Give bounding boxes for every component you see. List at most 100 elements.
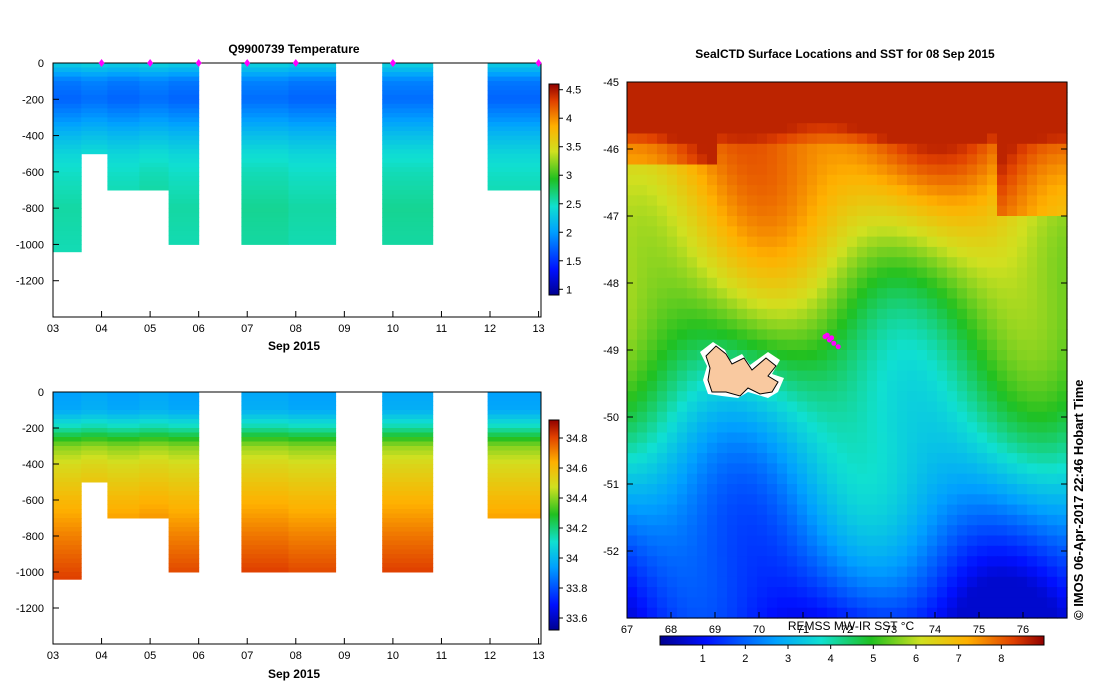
section-cell (107, 158, 140, 164)
sst-cell (657, 360, 668, 372)
sst-cell (1047, 123, 1058, 135)
sst-cell (687, 82, 698, 93)
sst-cell (817, 82, 828, 93)
section-cell (139, 500, 169, 505)
sst-cell (967, 216, 978, 227)
section-cell (487, 410, 542, 415)
sst-cell (747, 288, 758, 300)
section-cell (139, 149, 169, 155)
sst-cell (697, 494, 708, 506)
colorbar-tick-label: 1 (566, 284, 572, 296)
section-cell (487, 477, 542, 483)
sst-cell (1007, 432, 1018, 444)
sst-cell (877, 525, 888, 537)
sst-colorbar-tick-label: 8 (998, 653, 1004, 665)
sst-cell (827, 401, 838, 413)
sst-cell (647, 494, 658, 506)
sst-cell (857, 545, 868, 557)
sst-cell (1017, 308, 1028, 320)
sst-cell (867, 350, 878, 361)
sst-cell (947, 607, 958, 619)
sst-cell (767, 308, 778, 320)
sst-cell (867, 257, 878, 269)
sst-cell (1057, 432, 1068, 444)
sst-cell (787, 360, 798, 372)
sst-cell (877, 587, 888, 598)
sst-cell (917, 288, 928, 300)
sst-cell (917, 545, 928, 557)
sst-cell (977, 164, 988, 176)
sst-cell (777, 143, 788, 155)
sst-cell (677, 453, 688, 464)
sst-cell (667, 288, 678, 300)
sst-cell (767, 195, 778, 207)
sst-cell (897, 82, 908, 93)
section-cell (53, 244, 82, 250)
sst-cell (727, 484, 738, 495)
sst-cell (797, 556, 808, 568)
sst-cell (917, 484, 928, 495)
sst-cell (757, 319, 768, 330)
sst-cell (817, 514, 828, 526)
section-cell (139, 63, 169, 68)
sst-cell (1007, 246, 1018, 258)
section-cell (53, 531, 82, 537)
sst-cell (927, 484, 938, 495)
sst-cell (857, 607, 868, 619)
sst-cell (657, 205, 668, 217)
sst-cell (697, 185, 708, 196)
sst-cell (867, 339, 878, 351)
sst-cell (847, 339, 858, 351)
sst-cell (817, 566, 828, 578)
section-cell (288, 522, 337, 528)
sst-cell (707, 607, 718, 619)
sst-cell (967, 174, 978, 186)
sst-cell (1017, 298, 1028, 310)
sst-cell (627, 174, 638, 186)
sst-cell (957, 494, 968, 506)
sst-cell (697, 92, 708, 104)
sst-cell (807, 133, 818, 145)
sst-cell (647, 205, 658, 217)
sst-cell (857, 226, 868, 238)
sst-cell (687, 226, 698, 238)
sst-cell (777, 185, 788, 196)
sst-cell (697, 504, 708, 516)
sst-cell (937, 288, 948, 300)
sst-cell (857, 350, 868, 361)
sst-cell (967, 226, 978, 238)
sst-cell (637, 370, 648, 382)
section-cell (382, 85, 434, 91)
section-cell (139, 464, 169, 469)
latitude-tick-label: -50 (603, 412, 619, 424)
sst-cell (707, 246, 718, 258)
sst-cell (967, 360, 978, 372)
sst-cell (837, 257, 848, 269)
sst-cell (767, 267, 778, 279)
sst-cell (697, 267, 708, 279)
salinity-x-axis: 03 04 05 06 07 08 09 10 11 12 13 (47, 638, 545, 662)
sst-cell (977, 566, 988, 578)
sst-cell (857, 102, 868, 114)
sst-cell (677, 236, 688, 248)
sst-cell (667, 504, 678, 516)
section-cell (53, 518, 82, 523)
sst-cell (887, 185, 898, 196)
section-cell (382, 549, 434, 555)
section-cell (168, 459, 200, 465)
sst-cell (917, 236, 928, 248)
sst-cell (717, 195, 728, 207)
sst-cell (1057, 319, 1068, 330)
sst-cell (767, 453, 778, 464)
sst-cell (957, 535, 968, 547)
sst-cell (817, 556, 828, 568)
section-cell (382, 149, 434, 155)
section-cell (168, 239, 200, 245)
sst-colorbar-tick-label: 6 (913, 653, 919, 665)
section-cell (168, 131, 200, 136)
sst-cell (747, 597, 758, 609)
sst-cell (627, 195, 638, 207)
sst-cell (937, 319, 948, 330)
sst-cell (747, 308, 758, 320)
colorbar-tick-label: 2.5 (566, 199, 581, 211)
